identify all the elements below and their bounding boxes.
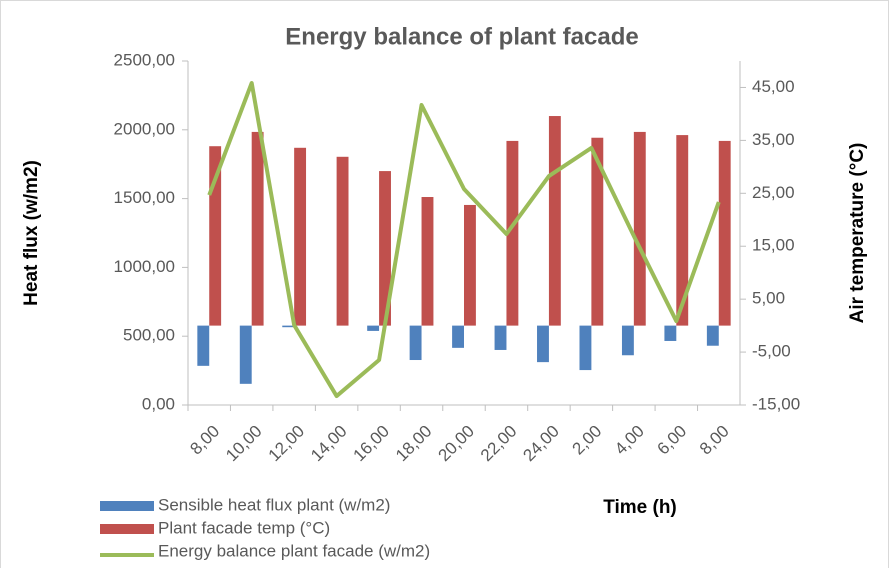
legend-label: Energy balance plant facade (w/m2) <box>158 541 430 560</box>
y-axis-label: Heat flux (w/m2) <box>21 160 42 306</box>
y-tick-label: 1000,00 <box>114 257 175 276</box>
y2-tick-label: 45,00 <box>752 77 795 96</box>
bar <box>294 147 307 326</box>
bar <box>676 135 689 326</box>
bar <box>706 325 719 346</box>
bar <box>464 204 476 326</box>
y-tick-label: 2000,00 <box>114 119 175 138</box>
line-series <box>207 81 721 399</box>
bar <box>209 146 222 326</box>
y2-tick-label: 25,00 <box>752 183 795 202</box>
y2-tick-label: -5,00 <box>752 342 791 361</box>
y2-tick-label: 15,00 <box>752 236 795 255</box>
y-tick-label: 0,00 <box>142 394 175 413</box>
bar <box>239 325 252 384</box>
bar <box>379 171 391 326</box>
bar <box>548 116 561 326</box>
x-axis-label: Time (h) <box>603 497 677 518</box>
bar <box>621 325 634 356</box>
legend-swatch <box>100 501 154 511</box>
y2-tick-label: -15,00 <box>752 394 800 413</box>
bar <box>664 325 677 341</box>
bar <box>537 325 549 363</box>
y2-tick-label: 5,00 <box>752 289 785 308</box>
bar <box>336 156 349 326</box>
bar <box>367 325 380 331</box>
chart-title: Energy balance of plant facade <box>285 23 638 50</box>
bar <box>282 325 295 328</box>
legend-swatch <box>100 524 154 534</box>
legend-label: Sensible heat flux plant (w/m2) <box>158 495 390 514</box>
y2-axis-label: Air temperature (°C) <box>847 143 868 324</box>
bar <box>197 325 210 366</box>
bar <box>452 325 464 348</box>
legend-label: Plant facade temp (°C) <box>158 518 330 537</box>
bar <box>718 140 731 326</box>
bar <box>579 325 592 371</box>
bar <box>506 140 519 326</box>
bar <box>421 197 434 326</box>
bar <box>591 137 604 326</box>
bar <box>251 131 264 326</box>
y-tick-label: 2500,00 <box>114 50 175 69</box>
bar <box>494 325 507 350</box>
y2-tick-label: 35,00 <box>752 130 795 149</box>
bar <box>409 325 422 361</box>
y-tick-label: 500,00 <box>123 326 175 345</box>
bar <box>633 131 646 326</box>
y-tick-label: 1500,00 <box>114 188 175 207</box>
